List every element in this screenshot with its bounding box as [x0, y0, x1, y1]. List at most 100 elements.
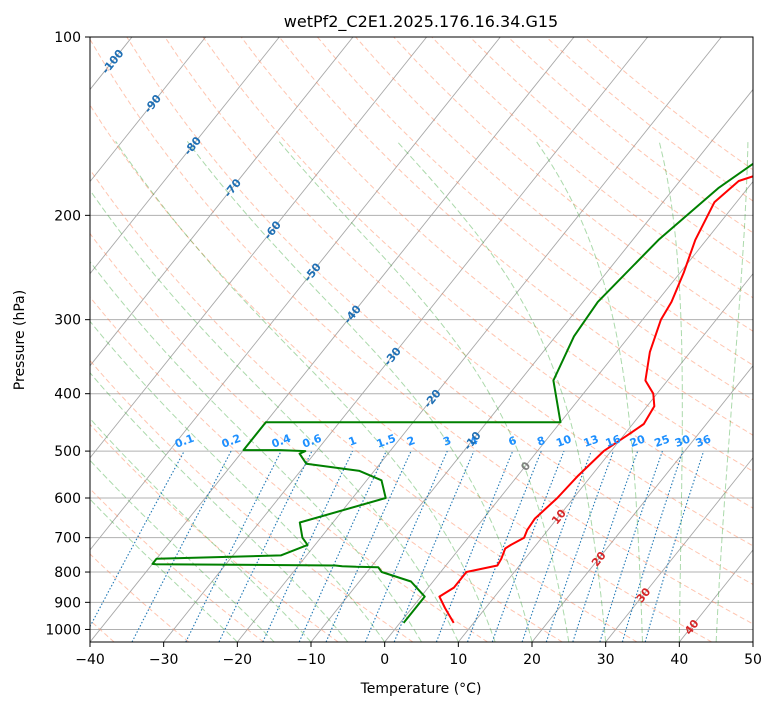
moist-adiabat [186, 140, 533, 642]
mixing-ratio-label: 16 [604, 432, 623, 450]
dry-adiabat [90, 423, 339, 642]
y-tick-label: 400 [54, 387, 81, 403]
moist-adiabat [90, 372, 349, 642]
dry-adiabat [431, 37, 753, 299]
mixing-ratio-label: 0.6 [301, 432, 324, 451]
dry-adiabat [90, 104, 713, 642]
dry-adiabat [355, 37, 753, 366]
mixing-ratio-label: 4 [468, 434, 480, 449]
moist-adiabat [90, 189, 459, 642]
x-tick-label: 40 [670, 652, 688, 668]
isotherm-line [163, 37, 649, 642]
isotherm-line [90, 37, 501, 551]
isotherm-label: -70 [221, 176, 244, 200]
x-axis: −40 −30 −20 −10 0 10 20 30 40 50 [75, 642, 762, 668]
dry-adiabat [583, 37, 753, 171]
mixing-ratio-line [393, 450, 475, 642]
x-tick-label: −30 [149, 652, 179, 668]
mixing-ratio-line [185, 450, 282, 642]
mixing-ratio-line [644, 450, 705, 642]
moist-adiabat [658, 141, 683, 642]
mixing-ratio-label: 0.4 [270, 432, 293, 451]
mixing-ratio-line [298, 450, 387, 642]
dry-adiabat [164, 37, 753, 547]
isotherm-label: -20 [421, 387, 444, 411]
chart-title: wetPf2_C2E1.2025.176.16.34.G15 [284, 12, 558, 32]
mixing-ratio-line [325, 450, 412, 642]
mixing-ratio-label: 8 [535, 434, 547, 449]
x-tick-label: 0 [380, 652, 389, 668]
moist-adiabat [90, 320, 386, 642]
mixing-ratio-line [435, 450, 514, 642]
mixing-ratio-label: 20 [628, 432, 647, 450]
dry-adiabat [317, 37, 753, 401]
isotherm-line [531, 365, 753, 642]
isotherm-line [457, 272, 753, 642]
dry-adiabat [469, 37, 753, 266]
moist-adiabat [715, 141, 749, 642]
x-axis-label: Temperature (°C) [360, 681, 482, 697]
isotherm-label: -90 [141, 92, 164, 116]
x-tick-label: 50 [744, 652, 762, 668]
moist-adiabat [278, 140, 570, 642]
dry-adiabat [202, 37, 753, 509]
dry-adiabat [90, 168, 638, 642]
dry-adiabat [90, 488, 264, 642]
y-tick-label: 800 [54, 565, 81, 581]
y-tick-label: 900 [54, 595, 81, 611]
dry-adiabat [90, 359, 414, 642]
mixing-ratio-label: 13 [582, 433, 601, 450]
isotherm-label: 40 [682, 617, 702, 637]
x-tick-label: 20 [523, 652, 541, 668]
isotherm-line [678, 549, 753, 642]
isotherm-line [90, 37, 354, 367]
moist-adiabat [90, 417, 312, 642]
moist-adiabat [535, 141, 643, 642]
mixing-ratio-line [621, 450, 684, 642]
x-tick-label: −40 [75, 652, 105, 668]
mixing-ratio-line [466, 450, 542, 642]
mixing-ratio-label: 30 [673, 432, 692, 450]
mixing-ratio-line [572, 450, 639, 642]
dewpoint-profile [151, 162, 753, 624]
y-tick-label: 500 [54, 444, 81, 460]
moist-adiabat [90, 459, 275, 642]
mixing-ratio-label: 0.2 [220, 432, 243, 451]
mixing-ratio-line [90, 450, 185, 628]
plot-frame [89, 36, 754, 643]
isotherm-line [236, 37, 722, 642]
isotherm-line [310, 88, 753, 642]
isotherm-line [0, 37, 58, 642]
mixing-ratio-line [521, 450, 592, 642]
mixing-ratio-line [491, 450, 565, 642]
mixing-ratio-line [599, 450, 663, 642]
y-tick-label: 100 [54, 30, 81, 46]
isotherm-label: 20 [589, 549, 609, 569]
mixing-ratio-label: 2 [405, 434, 417, 449]
x-tick-label: −20 [223, 652, 253, 668]
dry-adiabat [393, 37, 753, 332]
moist-adiabat [90, 498, 238, 642]
isotherm-line [605, 457, 753, 642]
mixing-ratio-label: 1.5 [375, 432, 398, 451]
mixing-ratio-line [364, 450, 448, 642]
isotherm-label: 10 [549, 507, 569, 527]
y-axis: 100 200 300 400 500 600 700 800 900 1000 [45, 30, 90, 638]
isotherm-line [90, 37, 428, 459]
mixing-ratio-label: 6 [507, 434, 519, 449]
background-lines [0, 37, 753, 642]
moist-adiabat [396, 140, 607, 642]
mixing-ratio-label: 36 [694, 432, 713, 450]
isotherm-label: -60 [261, 218, 284, 242]
mixing-ratio-line [545, 450, 614, 642]
isotherm-label: -80 [181, 134, 204, 158]
y-tick-label: 600 [54, 491, 81, 507]
isotherm-label: -30 [381, 345, 404, 369]
isotherm-label: 0 [518, 459, 533, 473]
dry-adiabat [90, 38, 753, 625]
mixing-ratio-label: 3 [441, 434, 453, 449]
mixing-ratio-label: 25 [653, 433, 672, 450]
y-axis-label: Pressure (hPa) [12, 290, 28, 390]
x-tick-label: 30 [597, 652, 615, 668]
